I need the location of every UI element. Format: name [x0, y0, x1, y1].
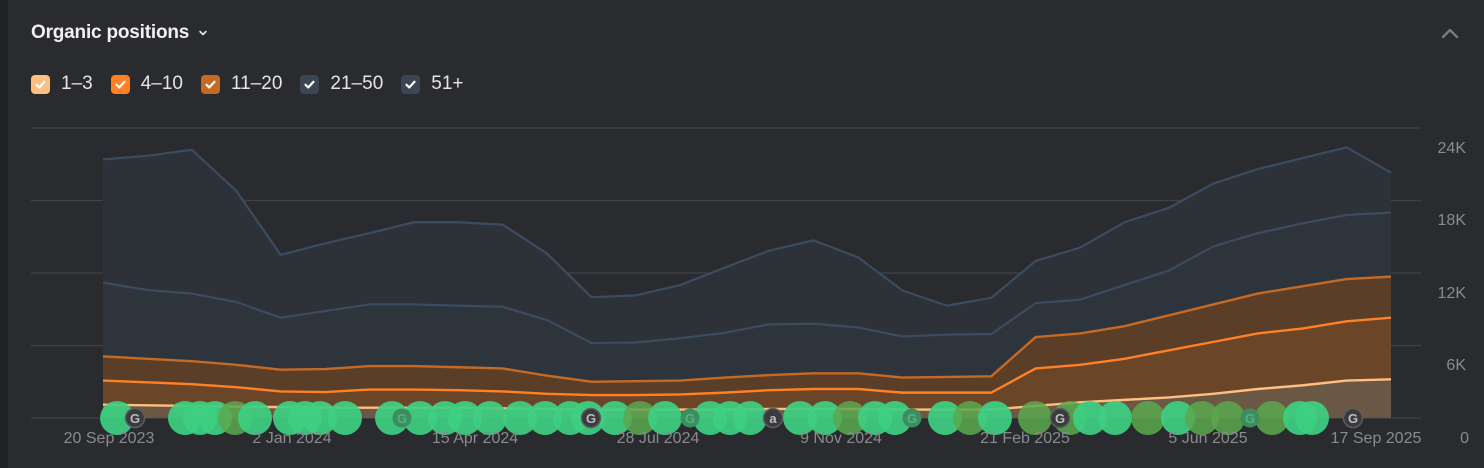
chevron-down-icon[interactable]: [197, 27, 209, 39]
event-marker[interactable]: [1161, 401, 1195, 435]
checkmark-icon: [205, 80, 216, 88]
google-update-marker[interactable]: G: [392, 408, 412, 428]
checkmark-icon: [35, 80, 46, 88]
legend-checkbox[interactable]: [31, 74, 50, 94]
event-marker[interactable]: [100, 401, 134, 435]
legend-label: 1–3: [61, 73, 93, 94]
amazon-update-marker[interactable]: a: [762, 407, 784, 429]
marker-label: G: [130, 411, 140, 426]
y-tick-label: 12K: [1437, 285, 1466, 302]
event-marker[interactable]: [1131, 401, 1165, 435]
google-update-marker[interactable]: G: [902, 408, 922, 428]
legend-checkbox[interactable]: [300, 74, 320, 94]
y-tick-label: 18K: [1437, 212, 1466, 229]
google-update-marker[interactable]: G: [124, 407, 146, 429]
event-marker[interactable]: [1295, 401, 1329, 435]
marker-label: G: [685, 411, 695, 426]
legend-label: 51+: [431, 73, 464, 94]
widget-title: Organic positions: [31, 22, 190, 43]
event-marker[interactable]: [953, 401, 987, 435]
event-marker[interactable]: [403, 401, 437, 435]
checkmark-icon: [405, 80, 416, 88]
chevron-up-icon[interactable]: [1440, 26, 1460, 42]
event-marker[interactable]: [528, 401, 562, 435]
x-tick-label: 15 Apr 2024: [431, 430, 519, 447]
event-marker[interactable]: [1255, 401, 1289, 435]
band-11-20-line: [102, 275, 1392, 383]
x-tick-label: 20 Sep 2023: [63, 430, 155, 447]
google-update-marker[interactable]: G: [1342, 407, 1364, 429]
band-51-plus-line: [102, 146, 1392, 307]
x-tick-label: 17 Sep 2025: [1330, 430, 1422, 447]
event-marker[interactable]: [978, 401, 1012, 435]
legend-checkbox[interactable]: [200, 74, 220, 94]
checkmark-icon: [115, 80, 126, 88]
legend-checkbox[interactable]: [401, 74, 421, 94]
left-edge-strip: [0, 0, 8, 468]
google-update-marker[interactable]: G: [580, 407, 602, 429]
legend-checkbox[interactable]: [110, 74, 130, 94]
band-21-50-area: [103, 212, 1391, 382]
legend-label: 11–20: [230, 73, 283, 94]
x-tick-label: 2 Jan 2024: [252, 430, 332, 447]
event-marker[interactable]: [928, 401, 962, 435]
legend-label: 21–50: [330, 73, 384, 94]
event-marker[interactable]: [328, 401, 362, 435]
event-marker[interactable]: [1211, 401, 1245, 435]
event-marker[interactable]: [733, 401, 767, 435]
legend-item-21-50[interactable]: 21–50: [300, 73, 383, 95]
marker-label: G: [586, 411, 596, 426]
x-tick-label: 9 Nov 2024: [800, 430, 882, 447]
event-marker[interactable]: [783, 401, 817, 435]
x-tick-label: 21 Feb 2025: [980, 430, 1070, 447]
legend-item-51plus[interactable]: 51+: [401, 73, 464, 95]
event-marker[interactable]: [1073, 401, 1107, 435]
event-marker[interactable]: [473, 401, 507, 435]
event-marker[interactable]: [833, 401, 867, 435]
marker-label: G: [1348, 411, 1358, 426]
legend-item-11-20[interactable]: 11–20: [200, 73, 283, 95]
band-21-50-line: [102, 211, 1392, 345]
marker-label: a: [769, 411, 777, 426]
marker-label: G: [907, 411, 917, 426]
event-marker[interactable]: [1098, 401, 1132, 435]
band-4-10-line: [102, 316, 1392, 397]
marker-label: G: [1055, 411, 1065, 426]
y-tick-label: 24K: [1437, 140, 1466, 157]
legend-item-1-3[interactable]: 1–3: [31, 73, 93, 95]
marker-label: G: [1245, 411, 1255, 426]
event-marker[interactable]: [598, 401, 632, 435]
google-update-marker[interactable]: G: [1240, 408, 1260, 428]
event-marker[interactable]: [623, 401, 657, 435]
y-tick-label: 0: [1460, 430, 1469, 447]
event-marker[interactable]: [448, 401, 482, 435]
google-update-marker[interactable]: G: [1049, 407, 1071, 429]
band-4-10-area: [103, 317, 1391, 410]
band-51-plus-area: [103, 147, 1391, 344]
marker-label: G: [397, 411, 407, 426]
series-legend: 1–3 4–10 11–20 21–50 51+: [31, 73, 482, 95]
x-tick-label: 28 Jul 2024: [616, 430, 700, 447]
legend-item-4-10[interactable]: 4–10: [110, 73, 183, 95]
event-marker[interactable]: [1185, 401, 1219, 435]
widget-header[interactable]: Organic positions: [31, 22, 209, 44]
legend-label: 4–10: [140, 73, 183, 94]
y-tick-label: 6K: [1446, 357, 1466, 374]
event-marker[interactable]: [808, 401, 842, 435]
x-tick-label: 5 Jun 2025: [1168, 430, 1248, 447]
event-marker[interactable]: [503, 401, 537, 435]
event-marker[interactable]: [1018, 401, 1052, 435]
event-marker[interactable]: [238, 401, 272, 435]
checkmark-icon: [304, 80, 316, 88]
google-update-marker[interactable]: G: [680, 408, 700, 428]
event-marker[interactable]: [648, 401, 682, 435]
event-marker[interactable]: [303, 401, 337, 435]
event-marker[interactable]: [878, 401, 912, 435]
